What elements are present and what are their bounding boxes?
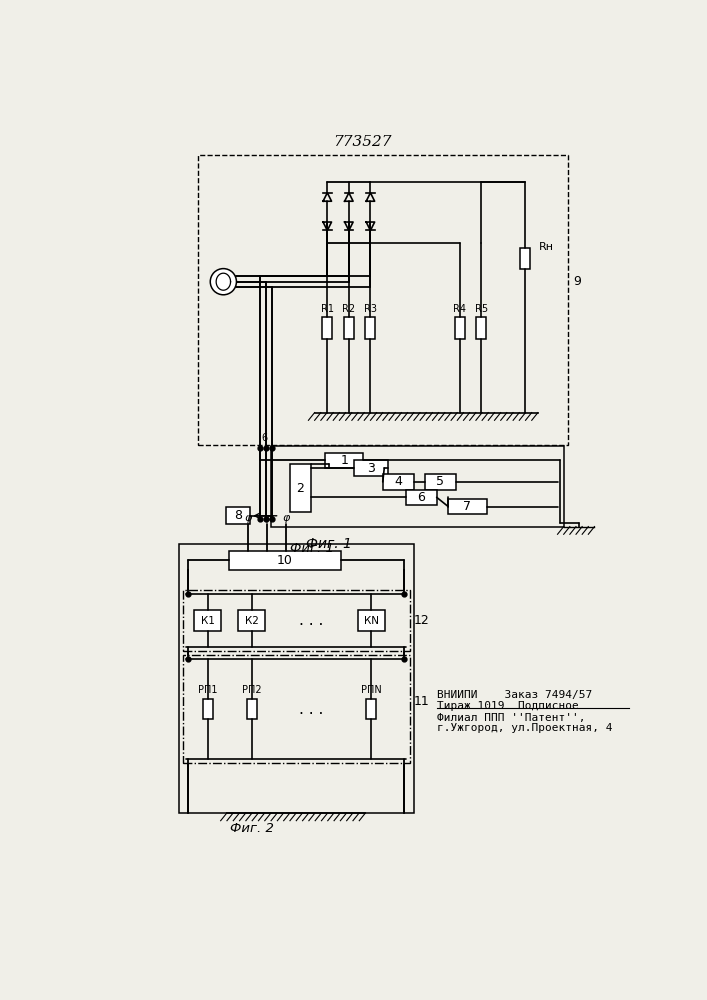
Bar	[238, 610, 265, 631]
Text: Тираж 1019  Подписное: Тираж 1019 Подписное	[437, 701, 578, 711]
Text: г.Ужгород, ул.Проектная, 4: г.Ужгород, ул.Проектная, 4	[437, 723, 612, 733]
Bar	[406, 490, 437, 505]
Bar	[229, 551, 341, 570]
Bar	[448, 499, 486, 514]
Bar	[358, 610, 385, 631]
Text: 6: 6	[417, 491, 425, 504]
Bar	[520, 248, 530, 269]
Text: 7: 7	[464, 500, 472, 513]
Text: 3: 3	[367, 462, 375, 475]
Text: . . .: . . .	[299, 702, 323, 717]
Bar	[477, 317, 486, 339]
Text: R4: R4	[453, 304, 466, 314]
Bar	[194, 610, 221, 631]
Circle shape	[210, 269, 236, 295]
Text: 12: 12	[414, 614, 429, 627]
Text: 11: 11	[414, 695, 429, 708]
Text: φ: φ	[264, 513, 271, 523]
Text: К1: К1	[201, 615, 215, 626]
Text: КN: КN	[363, 615, 379, 626]
Text: Фиг. 1: Фиг. 1	[290, 542, 334, 555]
Text: φ: φ	[283, 513, 290, 523]
Bar	[179, 544, 414, 813]
Bar	[425, 474, 456, 490]
Text: R3: R3	[364, 304, 377, 314]
Text: Филиал ППП ''Патент'',: Филиал ППП ''Патент'',	[437, 713, 585, 723]
Text: 2: 2	[296, 482, 304, 495]
Bar	[271, 446, 563, 527]
Text: ВНИИПИ    Заказ 7494/57: ВНИИПИ Заказ 7494/57	[437, 690, 592, 700]
Bar	[247, 699, 257, 719]
Text: 1: 1	[340, 454, 348, 467]
Bar	[354, 460, 388, 476]
Text: РП2: РП2	[242, 685, 262, 695]
Bar	[182, 590, 409, 651]
Bar	[290, 464, 311, 512]
Text: К2: К2	[245, 615, 259, 626]
Text: Rн: Rн	[539, 242, 554, 252]
Bar	[198, 155, 568, 445]
Text: 773527: 773527	[333, 135, 391, 149]
Text: R2: R2	[342, 304, 356, 314]
Bar	[226, 507, 250, 524]
Text: Фиг. 1: Фиг. 1	[306, 537, 352, 551]
Text: R5: R5	[474, 304, 488, 314]
Bar	[366, 317, 375, 339]
Text: 4: 4	[395, 475, 402, 488]
Text: φ: φ	[245, 513, 252, 523]
Bar	[455, 317, 464, 339]
Text: Фиг. 2: Фиг. 2	[230, 822, 274, 835]
Text: . . .: . . .	[299, 613, 323, 628]
Bar	[382, 474, 414, 490]
Text: R1: R1	[321, 304, 334, 314]
Bar	[182, 655, 409, 763]
Text: РПN: РПN	[361, 685, 382, 695]
Text: 10: 10	[277, 554, 293, 567]
Bar	[344, 317, 354, 339]
Text: 9: 9	[573, 275, 581, 288]
Bar	[203, 699, 213, 719]
Text: 5: 5	[436, 475, 445, 488]
Text: РП1: РП1	[198, 685, 218, 695]
Text: 8: 8	[234, 509, 242, 522]
Bar	[366, 699, 376, 719]
Bar	[325, 453, 363, 468]
Text: 6: 6	[261, 433, 267, 443]
Bar	[322, 317, 332, 339]
